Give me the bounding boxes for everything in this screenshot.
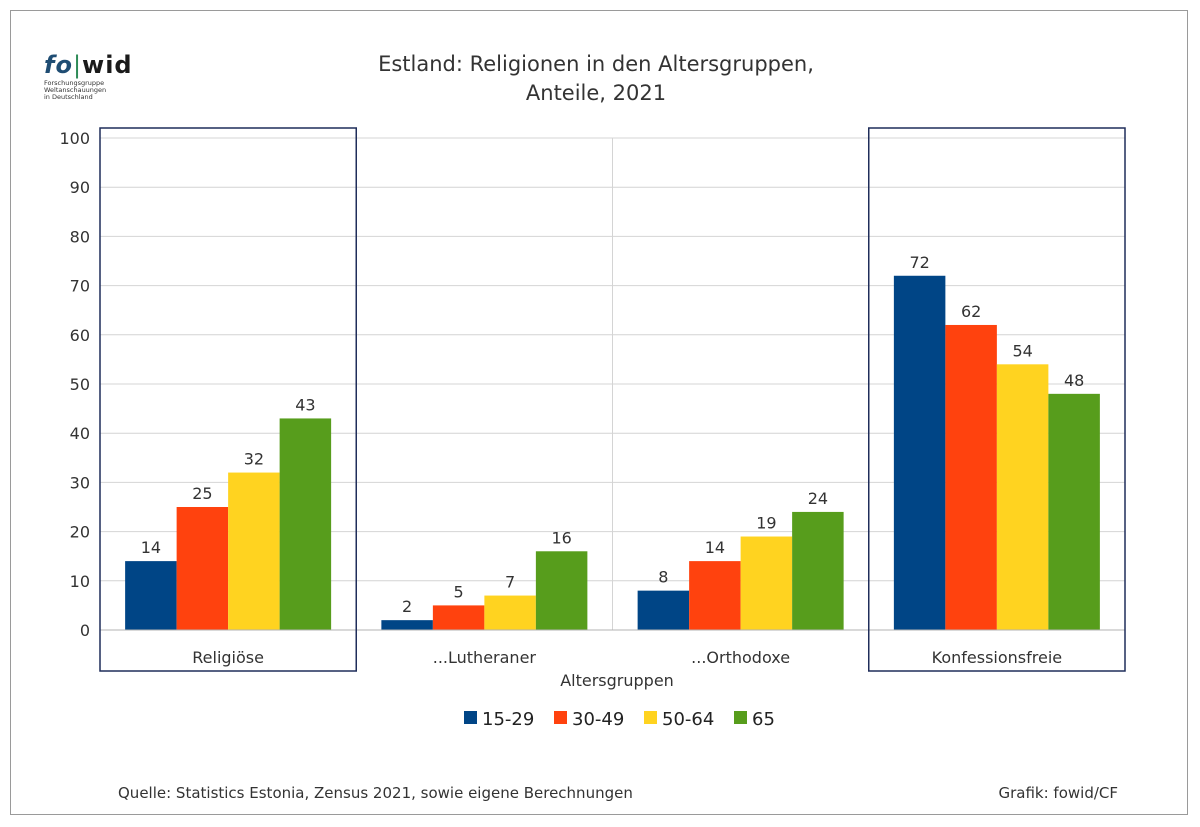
data-label-3-30-49: 14 [705, 538, 725, 557]
chart-frame [10, 10, 1188, 815]
data-label-4-30-49: 62 [961, 302, 981, 321]
data-label-1-50-64: 32 [244, 450, 264, 469]
bar-1-15-29 [125, 561, 177, 630]
data-label-4-65: 48 [1064, 371, 1084, 390]
bar-2-50-64 [484, 595, 536, 630]
data-label-3-65: 24 [808, 489, 828, 508]
y-tick-label-90: 90 [70, 178, 90, 197]
highlight-frame-1 [99, 127, 357, 672]
fowid-logo: fo|wid Forschungsgruppe Weltanschauungen… [44, 53, 154, 113]
category-label-3: ...Orthodoxe [691, 648, 790, 667]
y-tick-label-40: 40 [70, 424, 90, 443]
y-tick-label-100: 100 [59, 129, 90, 148]
bar-2-15-29 [381, 620, 433, 630]
legend-label-15-29: 15-29 [482, 709, 534, 730]
data-label-1-15-29: 14 [141, 538, 161, 557]
data-label-3-15-29: 8 [658, 568, 668, 587]
data-label-2-65: 16 [551, 528, 571, 547]
data-label-2-30-49: 5 [454, 582, 464, 601]
logo-line-1: Forschungsgruppe [44, 79, 105, 87]
y-tick-label-20: 20 [70, 523, 90, 542]
category-label-2: ...Lutheraner [433, 648, 537, 667]
y-tick-label-50: 50 [70, 375, 90, 394]
data-label-3-50-64: 19 [756, 514, 776, 533]
legend-swatch-65 [734, 711, 747, 724]
chart-title-line-2: Anteile, 2021 [526, 81, 666, 105]
legend-label-65: 65 [752, 709, 775, 730]
y-tick-label-0: 0 [80, 621, 90, 640]
y-tick-label-10: 10 [70, 572, 90, 591]
category-label-4: Konfessionsfreie [932, 648, 1062, 667]
y-tick-label-60: 60 [70, 326, 90, 345]
logo-line-3: in Deutschland [44, 93, 93, 101]
data-label-2-15-29: 2 [402, 597, 412, 616]
bar-3-65 [792, 511, 844, 630]
bar-3-30-49 [689, 561, 741, 630]
logo-wid: wid [82, 51, 133, 79]
data-label-4-15-29: 72 [909, 253, 929, 272]
bar-3-15-29 [637, 590, 690, 630]
bar-2-30-49 [432, 605, 485, 630]
legend-label-30-49: 30-49 [572, 709, 624, 730]
data-label-1-30-49: 25 [192, 484, 212, 503]
bar-1-50-64 [228, 472, 280, 630]
legend-swatch-15-29 [464, 711, 477, 724]
graphic-credit: Grafik: fowid/CF [998, 784, 1118, 802]
logo-subtitle: Forschungsgruppe Weltanschauungen in Deu… [44, 80, 154, 101]
data-label-1-65: 43 [295, 395, 315, 414]
data-label-4-50-64: 54 [1012, 341, 1032, 360]
bar-1-30-49 [176, 507, 229, 630]
source-note: Quelle: Statistics Estonia, Zensus 2021,… [118, 784, 633, 802]
bar-4-30-49 [945, 324, 997, 630]
category-label-1: Religiöse [192, 648, 264, 667]
bar-1-65 [279, 418, 332, 630]
x-axis-title: Altersgruppen [560, 671, 674, 690]
y-tick-label-80: 80 [70, 227, 90, 246]
logo-line-2: Weltanschauungen [44, 86, 107, 94]
bar-4-50-64 [996, 364, 1049, 630]
logo-separator: | [72, 51, 83, 79]
bar-2-65 [535, 551, 588, 630]
logo-wordmark: fo|wid [44, 53, 154, 77]
bar-3-50-64 [740, 536, 793, 630]
highlight-frame-4 [868, 127, 1126, 672]
y-tick-label-70: 70 [70, 277, 90, 296]
bar-4-65 [1048, 393, 1100, 630]
chart-title-line-1: Estland: Religionen in den Altersgruppen… [378, 52, 814, 76]
legend-swatch-30-49 [554, 711, 567, 724]
legend-swatch-50-64 [644, 711, 657, 724]
legend-label-50-64: 50-64 [662, 709, 714, 730]
bar-4-15-29 [893, 275, 946, 630]
logo-fo: fo [44, 51, 73, 79]
y-tick-label-30: 30 [70, 473, 90, 492]
data-label-2-50-64: 7 [505, 573, 515, 592]
